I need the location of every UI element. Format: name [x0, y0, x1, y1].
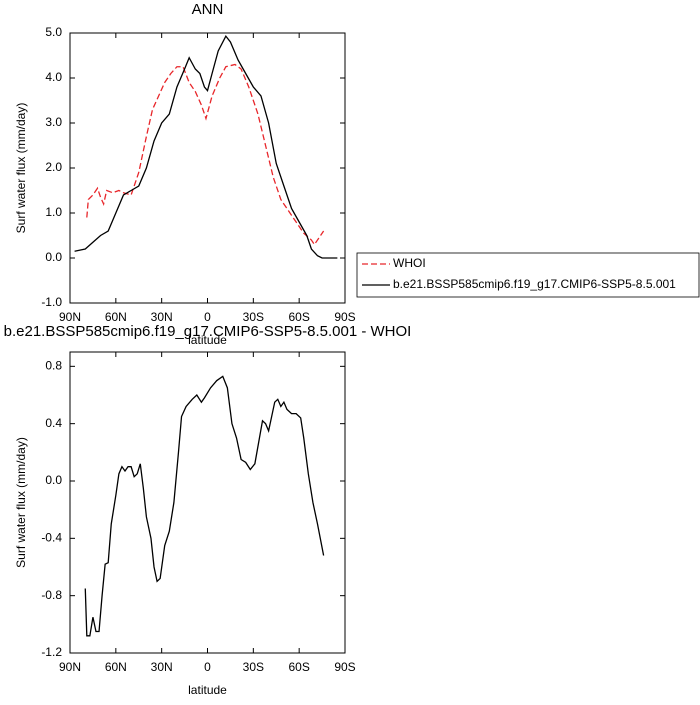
x-tick-label: 60N: [105, 660, 127, 674]
y-tick-label: 4.0: [45, 70, 62, 84]
x-tick-label: 0: [204, 660, 211, 674]
x-tick-label: 90N: [59, 310, 81, 324]
x-tick-label: 60S: [288, 660, 309, 674]
plot-frame: [69, 351, 346, 654]
x-axis-label: latitude: [188, 683, 227, 697]
legend-label: WHOI: [393, 256, 426, 270]
y-tick-label: 1.0: [45, 205, 62, 219]
x-tick-label: 90S: [334, 310, 355, 324]
y-tick-label: -1.0: [41, 295, 62, 309]
x-tick-label: 30S: [243, 310, 264, 324]
plot-frame: [69, 32, 346, 304]
x-tick-label: 60N: [105, 310, 127, 324]
y-tick-label: 5.0: [45, 25, 62, 39]
y-axis-label: Surf water flux (mm/day): [14, 103, 28, 234]
y-tick-label: 0.0: [45, 250, 62, 264]
x-tick-label: 90S: [334, 660, 355, 674]
x-axis-label: latitude: [188, 333, 227, 347]
y-tick-label: 3.0: [45, 115, 62, 129]
x-tick-label: 90N: [59, 660, 81, 674]
x-tick-label: 30N: [151, 310, 173, 324]
chart-title: b.e21.BSSP585cmip6.f19_g17.CMIP6-SSP5-8.…: [4, 323, 412, 340]
legend-label: b.e21.BSSP585cmip6.f19_g17.CMIP6-SSP5-8.…: [393, 277, 676, 291]
chart-title: ANN: [192, 1, 224, 18]
y-tick-label: -0.4: [41, 531, 62, 545]
data-line: [84, 375, 325, 637]
x-tick-label: 30N: [151, 660, 173, 674]
y-tick-label: -1.2: [41, 645, 62, 659]
data-line: [74, 34, 338, 259]
legend-box: [356, 252, 700, 298]
data-line: [86, 63, 325, 246]
x-tick-label: 30S: [243, 660, 264, 674]
y-tick-label: -0.8: [41, 588, 62, 602]
y-tick-label: 0.8: [45, 359, 62, 373]
x-tick-label: 60S: [288, 310, 309, 324]
x-tick-label: 0: [204, 310, 211, 324]
y-axis-label: Surf water flux (mm/day): [14, 437, 28, 568]
y-tick-label: 0.4: [45, 416, 62, 430]
y-tick-label: 2.0: [45, 160, 62, 174]
y-tick-label: 0.0: [45, 473, 62, 487]
